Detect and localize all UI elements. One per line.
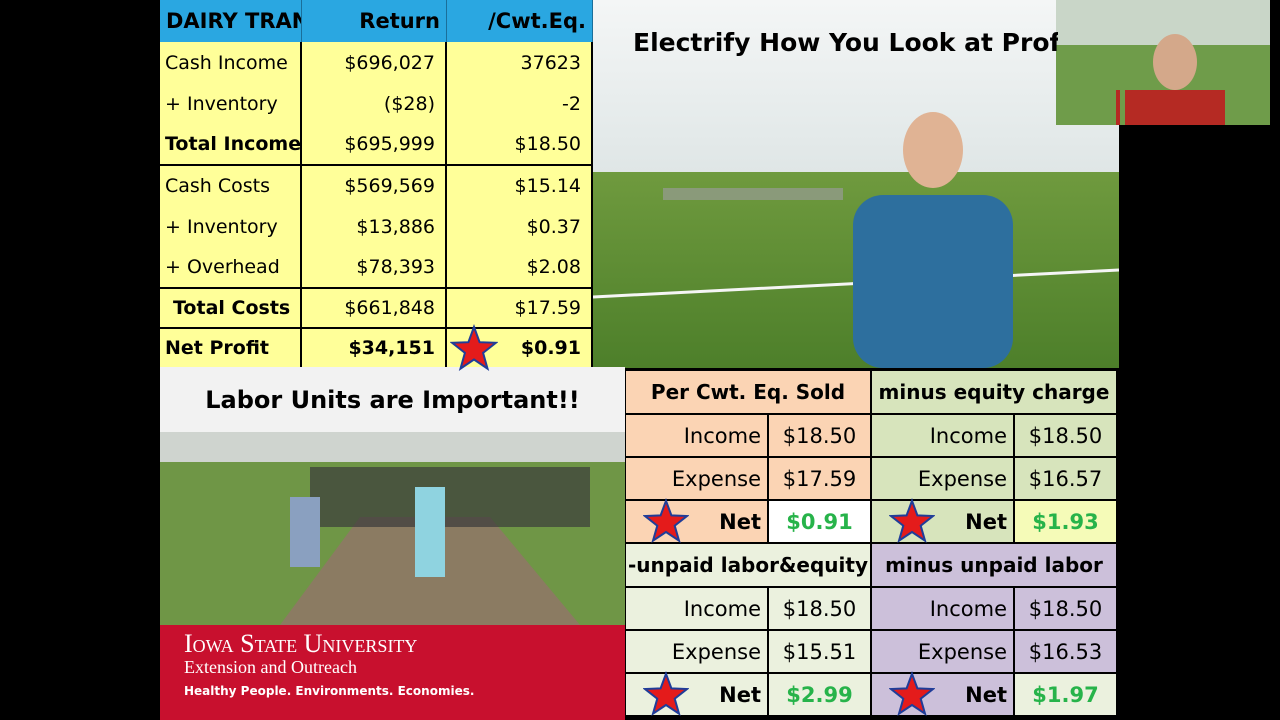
row-label: Expense xyxy=(625,457,768,500)
row-label: Net xyxy=(625,500,768,543)
isu-unit: Extension and Outreach xyxy=(184,657,357,677)
table-cell: $17.59 xyxy=(447,287,593,327)
table-cell: Total Income xyxy=(160,124,302,164)
row-value: $2.99 xyxy=(768,673,871,716)
table-cell: ($28) xyxy=(302,84,447,124)
star-icon xyxy=(643,498,689,544)
table-cell: + Overhead xyxy=(160,247,302,287)
row-label: Income xyxy=(625,414,768,457)
table-cell: + Inventory xyxy=(160,84,302,124)
row-value: $18.50 xyxy=(768,587,871,630)
table-cell: $15.14 xyxy=(447,164,593,206)
table-cell: $2.08 xyxy=(447,247,593,287)
row-value: $1.93 xyxy=(1014,500,1117,543)
panel-grid: Per Cwt. Eq. Sold Income $18.50 Expense $17.… xyxy=(625,370,1120,720)
table-cell: $34,151 xyxy=(302,327,447,367)
panel-title: Per Cwt. Eq. Sold xyxy=(625,370,871,414)
row-value: $15.51 xyxy=(768,630,871,673)
row-label: Expense xyxy=(871,457,1014,500)
header-cell: Return xyxy=(302,0,447,42)
row-value: $0.91 xyxy=(768,500,871,543)
table-cell: $696,027 xyxy=(302,42,447,84)
row-value: $18.50 xyxy=(1014,587,1117,630)
table-cell: 37623 xyxy=(447,42,593,84)
photo-title: Electrify How You Look at Profits xyxy=(633,28,1058,57)
isu-name: Iowa State University xyxy=(184,629,418,658)
labor-title: Labor Units are Important!! xyxy=(205,386,580,414)
row-label: Net xyxy=(625,673,768,716)
row-label: Income xyxy=(871,414,1014,457)
table-cell: $78,393 xyxy=(302,247,447,287)
row-label: Income xyxy=(625,587,768,630)
summary-table: DAIRY TRANSReturn/Cwt.Eq. Cash Income$696… xyxy=(160,0,593,371)
row-value: $17.59 xyxy=(768,457,871,500)
webcam xyxy=(1120,0,1270,125)
row-label: Income xyxy=(871,587,1014,630)
table-cell: Cash Costs xyxy=(160,164,302,206)
table-cell: Net Profit xyxy=(160,327,302,367)
table-cell: $695,999 xyxy=(302,124,447,164)
table-cell: $661,848 xyxy=(302,287,447,327)
star-icon xyxy=(889,671,935,717)
row-value: $16.57 xyxy=(1014,457,1117,500)
panel-title: minus unpaid labor xyxy=(871,543,1117,587)
isu-tagline: Healthy People. Environments. Economies. xyxy=(184,684,475,698)
table-cell: Total Costs xyxy=(160,287,302,327)
isu-banner: Iowa State University Extension and Outr… xyxy=(160,625,625,720)
star-icon xyxy=(450,324,498,371)
header-cell: DAIRY TRANS xyxy=(160,0,302,42)
star-icon xyxy=(889,498,935,544)
panel-title: minus equity charge xyxy=(871,370,1117,414)
table-cell: -2 xyxy=(447,84,593,124)
row-value: $18.50 xyxy=(768,414,871,457)
panel-title: -unpaid labor&equity xyxy=(625,543,871,587)
table-cell: $569,569 xyxy=(302,164,447,206)
table-cell: $18.50 xyxy=(447,124,593,164)
labor-photo xyxy=(160,367,625,625)
table-cell: $0.37 xyxy=(447,206,593,247)
row-value: $1.97 xyxy=(1014,673,1117,716)
table-cell: + Inventory xyxy=(160,206,302,247)
row-label: Net xyxy=(871,500,1014,543)
table-cell: Cash Income xyxy=(160,42,302,84)
star-icon xyxy=(643,671,689,717)
row-label: Net xyxy=(871,673,1014,716)
webcam xyxy=(1056,0,1120,125)
field-photo xyxy=(593,0,1119,368)
row-value: $18.50 xyxy=(1014,414,1117,457)
row-label: Expense xyxy=(625,630,768,673)
row-label: Expense xyxy=(871,630,1014,673)
row-value: $16.53 xyxy=(1014,630,1117,673)
table-cell: $13,886 xyxy=(302,206,447,247)
header-cell: /Cwt.Eq. xyxy=(447,0,593,42)
